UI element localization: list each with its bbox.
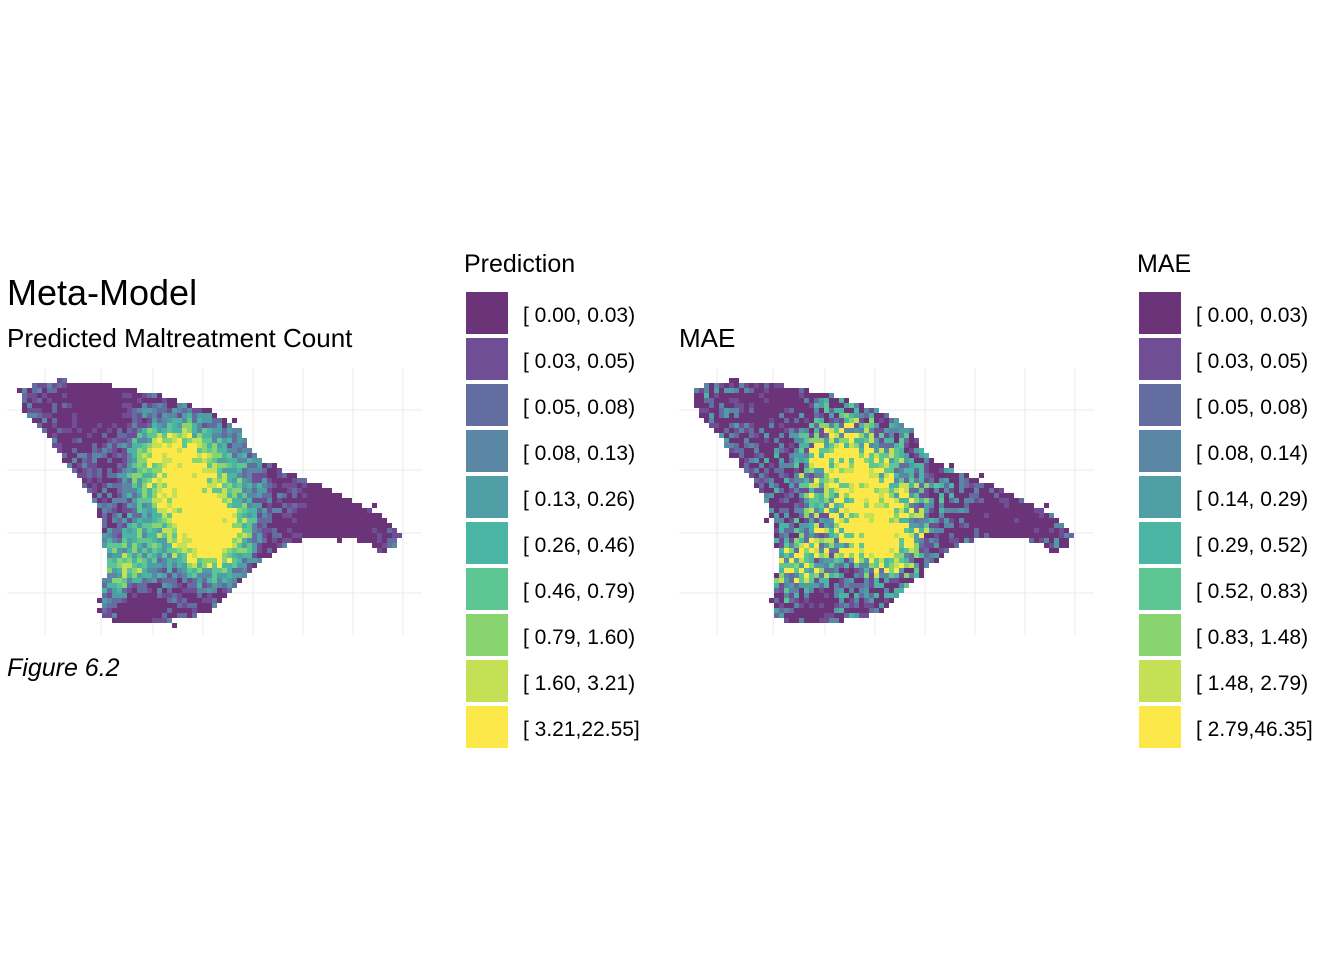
legend-label: [ 0.79, 1.60)	[523, 626, 636, 649]
legend-swatch	[466, 476, 508, 518]
legend-label: [ 0.13, 0.26)	[523, 488, 636, 511]
legend-label: [ 1.48, 2.79)	[1196, 672, 1309, 695]
legend-swatch	[466, 706, 508, 748]
legend-swatch	[1139, 338, 1181, 380]
legend-label: [ 3.21,22.55]	[523, 718, 640, 741]
legend-label: [ 0.00, 0.03)	[523, 304, 636, 327]
legend-swatch	[1139, 292, 1181, 334]
figure-caption: Figure 6.2	[7, 654, 120, 682]
legend-label: [ 0.08, 0.14)	[1196, 442, 1309, 465]
legend-swatch	[466, 522, 508, 564]
legend-label: [ 0.14, 0.29)	[1196, 488, 1309, 511]
legend-swatch	[1139, 430, 1181, 472]
mae-map	[679, 368, 1094, 635]
legend-swatch	[1139, 384, 1181, 426]
legend-label: [ 0.46, 0.79)	[523, 580, 636, 603]
legend-swatch	[466, 338, 508, 380]
legend-title: MAE	[1137, 250, 1192, 278]
legend-label: [ 0.00, 0.03)	[1196, 304, 1309, 327]
main-title: Meta-Model	[7, 272, 198, 313]
legend-label: [ 0.05, 0.08)	[523, 396, 636, 419]
legend-label: [ 0.26, 0.46)	[523, 534, 636, 557]
legend-label: [ 0.03, 0.05)	[523, 350, 636, 373]
legend-label: [ 0.83, 1.48)	[1196, 626, 1309, 649]
mae-panel-title: MAE	[679, 323, 736, 353]
legend-label: [ 0.52, 0.83)	[1196, 580, 1309, 603]
legend-swatch	[466, 430, 508, 472]
legend-swatch	[466, 568, 508, 610]
legend-title: Prediction	[464, 250, 576, 278]
legend-swatch	[466, 614, 508, 656]
legend-label: [ 0.29, 0.52)	[1196, 534, 1309, 557]
subtitle: Predicted Maltreatment Count	[7, 323, 353, 353]
legend-swatch	[466, 292, 508, 334]
legend-swatch	[1139, 476, 1181, 518]
legend-label: [ 1.60, 3.21)	[523, 672, 636, 695]
legend-swatch	[466, 660, 508, 702]
legend-swatch	[1139, 568, 1181, 610]
legend-label: [ 2.79,46.35]	[1196, 718, 1313, 741]
legend-label: [ 0.03, 0.05)	[1196, 350, 1309, 373]
legend-swatch	[1139, 614, 1181, 656]
legend-label: [ 0.05, 0.08)	[1196, 396, 1309, 419]
legend-swatch	[1139, 522, 1181, 564]
legend-swatch	[466, 384, 508, 426]
prediction-map	[7, 368, 422, 635]
legend-label: [ 0.08, 0.13)	[523, 442, 636, 465]
legend-swatch	[1139, 660, 1181, 702]
legend-swatch	[1139, 706, 1181, 748]
